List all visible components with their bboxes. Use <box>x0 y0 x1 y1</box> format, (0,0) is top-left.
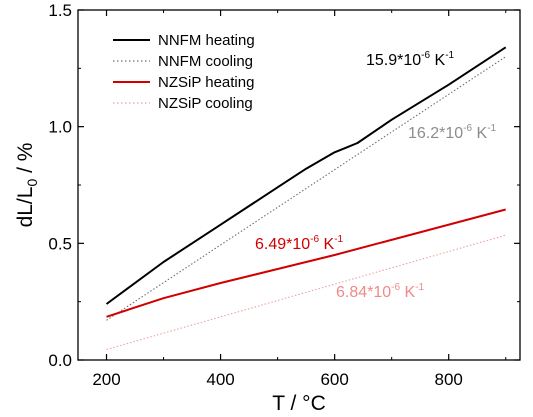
series-line-nzsip-cooling <box>106 234 506 351</box>
annotation-nnfm-heating: 15.9*10-6 K-1 <box>366 50 455 69</box>
annotation-nnfm-cooling: 16.2*10-6 K-1 <box>408 123 497 142</box>
series-line-nzsip-heating <box>106 208 506 318</box>
x-tick-label: 800 <box>435 370 463 389</box>
x-axis-label: T / °C <box>272 392 326 415</box>
y-tick-label: 1.5 <box>48 1 72 20</box>
legend-label-nnfm-cooling: NNFM cooling <box>158 53 253 70</box>
legend-label-nzsip-cooling: NZSiP cooling <box>158 95 253 112</box>
series-lines <box>105 46 507 351</box>
y-tick-label: 0.0 <box>48 351 72 370</box>
legend-label-nnfm-heating: NNFM heating <box>158 32 255 49</box>
legend-label-nzsip-heating: NZSiP heating <box>158 74 254 91</box>
axis-ticks: 200 400 600 800 0.0 0.5 1.0 1.5 <box>48 1 520 389</box>
x-tick-label: 600 <box>320 370 348 389</box>
y-tick-label: 0.5 <box>48 234 72 253</box>
y-tick-label: 1.0 <box>48 118 72 137</box>
slope-annotations: 15.9*10-6 K-1 16.2*10-6 K-1 6.49*10-6 K-… <box>255 50 497 301</box>
x-tick-label: 200 <box>92 370 120 389</box>
y-axis-label: dL/L0 / % <box>14 143 40 228</box>
series-line-nnfm-cooling <box>106 56 507 321</box>
x-tick-label: 400 <box>206 370 234 389</box>
legend: NNFM heating NNFM cooling NZSiP heating … <box>113 32 255 112</box>
plot-frame <box>77 9 521 361</box>
annotation-nzsip-heating: 6.49*10-6 K-1 <box>255 234 344 253</box>
annotation-nzsip-cooling: 6.84*10-6 K-1 <box>336 282 425 301</box>
series-line-nnfm-heating <box>105 46 507 305</box>
